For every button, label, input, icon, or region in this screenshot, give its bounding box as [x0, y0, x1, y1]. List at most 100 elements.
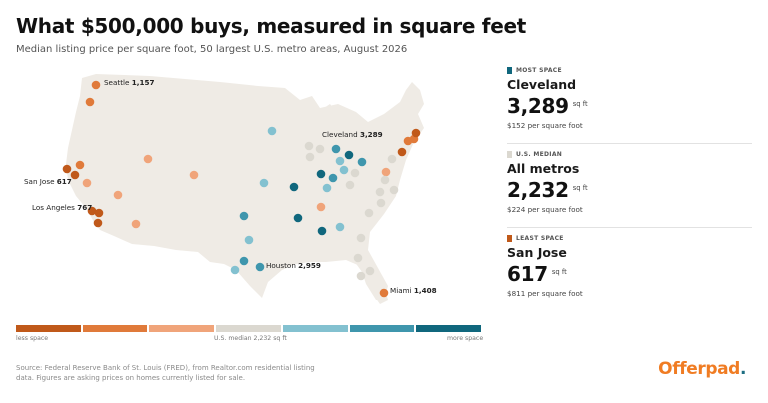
metro-dot[interactable] — [389, 185, 399, 195]
metro-dot[interactable] — [85, 97, 95, 107]
label-san-jose: San Jose 617 — [24, 177, 72, 186]
metro-dot[interactable] — [335, 222, 345, 232]
scale-segment — [16, 325, 81, 332]
offerpad-logo[interactable]: Offerpad. — [658, 359, 746, 379]
city-median: All metros — [507, 161, 580, 176]
metro-dot[interactable] — [356, 271, 366, 281]
metro-dot[interactable] — [189, 170, 199, 180]
metro-dot[interactable] — [397, 147, 407, 157]
metro-dot[interactable] — [93, 218, 103, 228]
metro-dot[interactable] — [331, 144, 341, 154]
metro-dot[interactable] — [255, 262, 265, 272]
metro-dot[interactable] — [317, 226, 327, 236]
swatch-median — [507, 151, 512, 158]
unit-most: sq ft — [572, 100, 588, 108]
metro-dot[interactable] — [339, 165, 349, 175]
metro-dot[interactable] — [350, 168, 360, 178]
metro-dot[interactable] — [387, 154, 397, 164]
scale-label-less: less space — [16, 335, 49, 342]
label-cleveland: Cleveland 3,289 — [322, 130, 383, 139]
metro-dot[interactable] — [239, 211, 249, 221]
metro-dot[interactable] — [293, 213, 303, 223]
tag-most: MOST SPACE — [516, 67, 562, 74]
metro-dot[interactable] — [381, 167, 391, 177]
color-scale — [16, 325, 482, 332]
tag-least: LEAST SPACE — [516, 235, 564, 242]
metro-dot[interactable] — [411, 128, 421, 138]
metro-dot[interactable] — [70, 170, 80, 180]
pps-median: $224 per square foot — [507, 205, 583, 214]
unit-median: sq ft — [572, 184, 588, 192]
metro-dot[interactable] — [322, 183, 332, 193]
sqft-least: 617 — [507, 262, 548, 286]
metro-dot[interactable] — [94, 208, 104, 218]
metro-dot[interactable] — [335, 156, 345, 166]
metro-dot[interactable] — [259, 178, 269, 188]
panel-most-space: MOST SPACE Cleveland 3,289 sq ft $152 per… — [507, 67, 752, 130]
swatch-most — [507, 67, 512, 74]
sqft-most: 3,289 — [507, 94, 569, 118]
metro-dot[interactable] — [75, 160, 85, 170]
unit-least: sq ft — [551, 268, 567, 276]
city-least: San Jose — [507, 245, 567, 260]
metro-dot[interactable] — [244, 235, 254, 245]
city-labels: Seattle 1,157 San Jose 617 Los Angeles 7… — [24, 78, 437, 295]
scale-segment — [82, 325, 148, 332]
metro-dot[interactable] — [328, 173, 338, 183]
city-most: Cleveland — [507, 77, 577, 92]
metro-dot[interactable] — [375, 187, 385, 197]
source-note: Source: Federal Reserve Bank of St. Loui… — [16, 364, 315, 382]
metro-dot[interactable] — [345, 180, 355, 190]
label-los-angeles: Los Angeles 767 — [32, 203, 92, 212]
label-houston: Houston 2,959 — [266, 261, 321, 270]
swatch-least — [507, 235, 512, 242]
pps-least: $811 per square foot — [507, 289, 583, 298]
scale-segment — [416, 325, 482, 332]
scale-label-more: more space — [447, 335, 484, 342]
scale-segment — [349, 325, 415, 332]
metro-dot[interactable] — [356, 233, 366, 243]
us-land — [66, 74, 424, 300]
metro-dot[interactable] — [379, 288, 389, 298]
metro-dot[interactable] — [143, 154, 153, 164]
scale-label-median: U.S. median 2,232 sq ft — [214, 335, 287, 342]
michigan-land — [318, 104, 338, 136]
metro-dot[interactable] — [239, 256, 249, 266]
us-map: Seattle 1,157 San Jose 617 Los Angeles 7… — [24, 74, 437, 304]
scale-segment — [149, 325, 215, 332]
metro-dots — [62, 80, 421, 298]
metro-dot[interactable] — [304, 141, 314, 151]
metro-dot[interactable] — [364, 208, 374, 218]
metro-dot[interactable] — [87, 206, 97, 216]
scale-segment — [282, 325, 348, 332]
metro-dot[interactable] — [305, 152, 315, 162]
metro-dot[interactable] — [131, 219, 141, 229]
metro-dot[interactable] — [344, 150, 354, 160]
metro-dot[interactable] — [365, 266, 375, 276]
metro-dot[interactable] — [316, 169, 326, 179]
metro-dot[interactable] — [230, 265, 240, 275]
sqft-median: 2,232 — [507, 178, 569, 202]
metro-dot[interactable] — [91, 80, 101, 90]
divider — [507, 143, 752, 144]
pps-most: $152 per square foot — [507, 121, 583, 130]
chart-subtitle: Median listing price per square foot, 50… — [16, 44, 408, 55]
metro-dot[interactable] — [380, 175, 390, 185]
metro-dot[interactable] — [82, 178, 92, 188]
divider — [507, 227, 752, 228]
metro-dot[interactable] — [316, 202, 326, 212]
florida-land — [352, 258, 388, 304]
panel-least-space: LEAST SPACE San Jose 617 sq ft $811 per s… — [507, 235, 752, 298]
label-seattle: Seattle 1,157 — [104, 78, 155, 87]
metro-dot[interactable] — [376, 198, 386, 208]
metro-dot[interactable] — [315, 144, 325, 154]
panel-median: U.S. MEDIAN All metros 2,232 sq ft $224 p… — [507, 151, 752, 214]
metro-dot[interactable] — [267, 126, 277, 136]
metro-dot[interactable] — [289, 182, 299, 192]
metro-dot[interactable] — [357, 157, 367, 167]
metro-dot[interactable] — [113, 190, 123, 200]
label-miami: Miami 1,408 — [390, 286, 437, 295]
metro-dot[interactable] — [353, 253, 363, 263]
chart-title: What $500,000 buys, measured in square f… — [16, 14, 526, 38]
metro-dot[interactable] — [62, 164, 72, 174]
